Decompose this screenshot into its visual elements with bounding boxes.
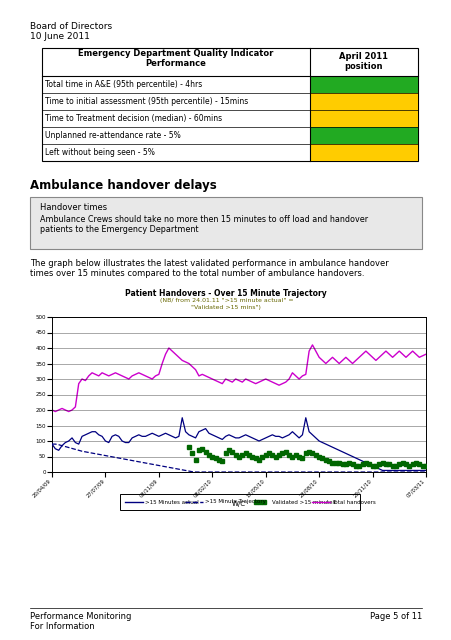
- X-axis label: W/C: W/C: [231, 501, 245, 508]
- Text: Ambulance handover delays: Ambulance handover delays: [30, 179, 216, 192]
- Bar: [309, 110, 417, 127]
- Bar: [120, 494, 359, 510]
- Bar: [42, 48, 417, 161]
- Bar: [309, 93, 417, 110]
- Text: Patient Handovers - Over 15 Minute Trajectory: Patient Handovers - Over 15 Minute Traje…: [125, 289, 326, 298]
- Text: Total handovers: Total handovers: [331, 499, 375, 504]
- Text: Left without being seen - 5%: Left without being seen - 5%: [45, 148, 155, 157]
- Text: 10 June 2011: 10 June 2011: [30, 32, 90, 41]
- Bar: [309, 127, 417, 144]
- Text: >15 Minute Trajectory: >15 Minute Trajectory: [205, 499, 265, 504]
- Bar: [309, 144, 417, 161]
- Text: Handover times: Handover times: [40, 203, 107, 212]
- Text: Time to Treatment decision (median) - 60mins: Time to Treatment decision (median) - 60…: [45, 114, 221, 123]
- Text: "Validated >15 mins"): "Validated >15 mins"): [191, 305, 260, 310]
- Text: Board of Directors: Board of Directors: [30, 22, 112, 31]
- Text: Validated >15 minutes: Validated >15 minutes: [272, 499, 335, 504]
- Text: (NB/ from 24.01.11 ">15 minute actual" =: (NB/ from 24.01.11 ">15 minute actual" =: [158, 298, 293, 303]
- Text: Emergency Department Quality Indicator
Performance: Emergency Department Quality Indicator P…: [78, 49, 273, 68]
- Text: Total time in A&E (95th percentile) - 4hrs: Total time in A&E (95th percentile) - 4h…: [45, 80, 202, 89]
- Text: Ambulance Crews should take no more then 15 minutes to off load and handover
pat: Ambulance Crews should take no more then…: [40, 215, 367, 234]
- Bar: [309, 76, 417, 93]
- Bar: [30, 197, 421, 249]
- Text: Page 5 of 11: Page 5 of 11: [369, 612, 421, 621]
- Text: Performance Monitoring
For Information: Performance Monitoring For Information: [30, 612, 131, 632]
- Text: Unplanned re-attendance rate - 5%: Unplanned re-attendance rate - 5%: [45, 131, 180, 140]
- Text: April 2011
position: April 2011 position: [339, 52, 388, 72]
- Text: >15 Minutes actual: >15 Minutes actual: [145, 499, 198, 504]
- Text: The graph below illustrates the latest validated performance in ambulance handov: The graph below illustrates the latest v…: [30, 259, 388, 278]
- Text: Time to initial assessment (95th percentile) - 15mins: Time to initial assessment (95th percent…: [45, 97, 248, 106]
